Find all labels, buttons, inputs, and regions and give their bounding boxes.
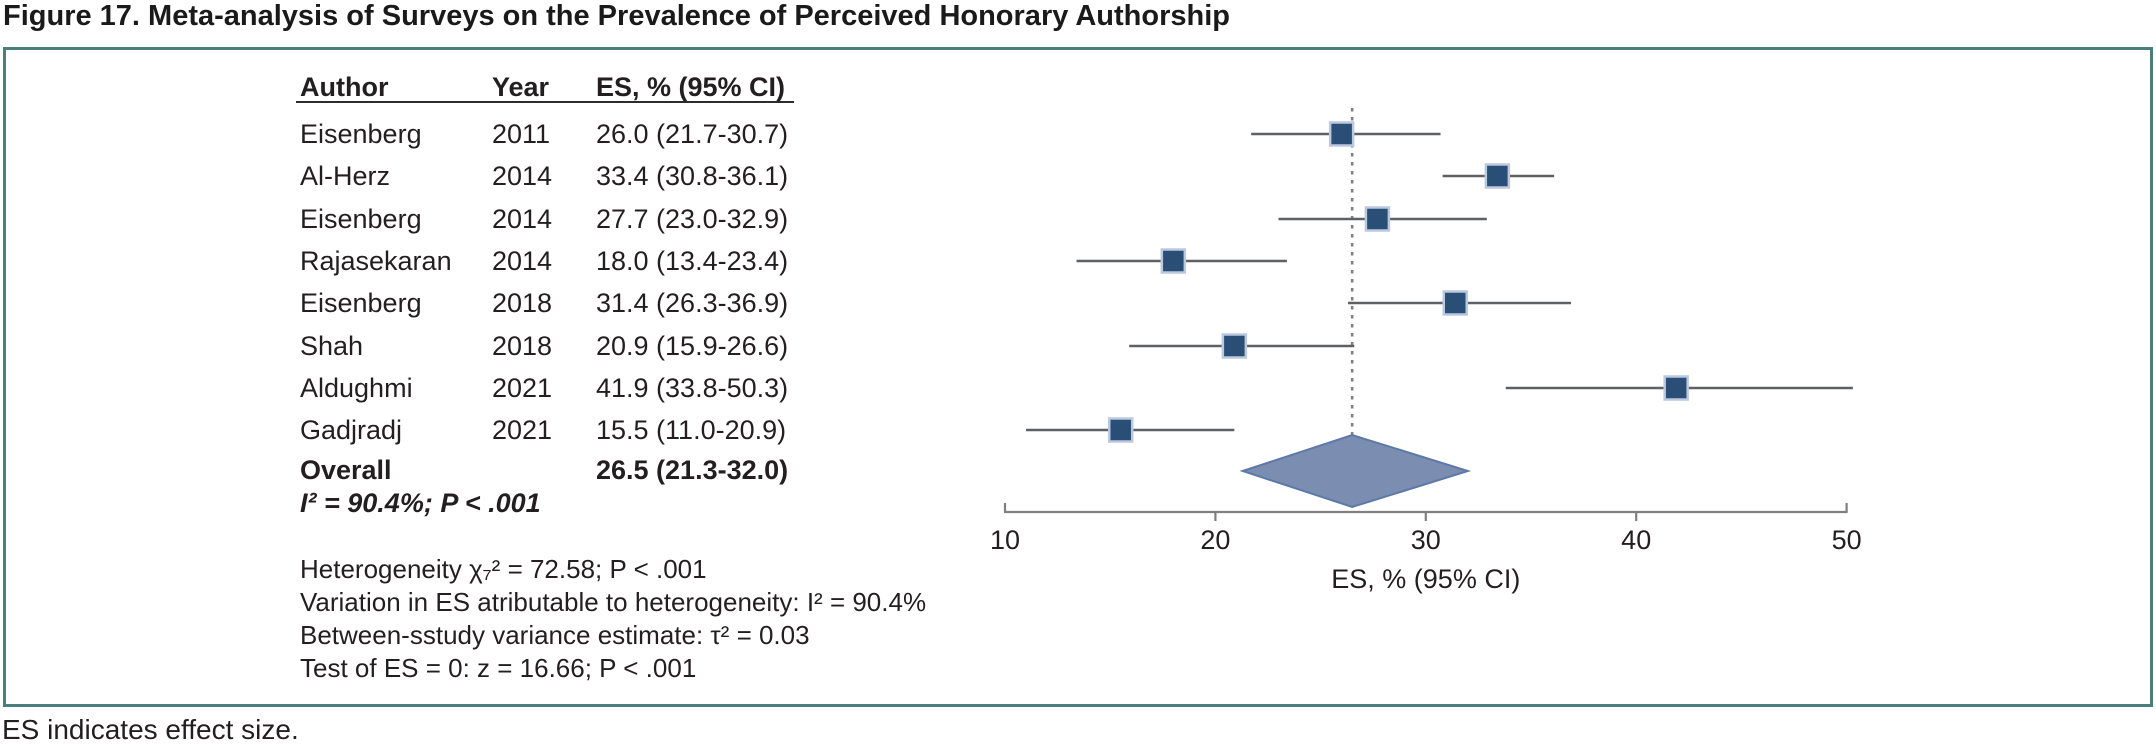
overall-label: Overall bbox=[300, 455, 392, 485]
study-year: 2014 bbox=[492, 161, 553, 191]
study-author: Gadjradj bbox=[300, 415, 403, 445]
overall-es-value: 26.5 (21.3-32.0) bbox=[596, 455, 789, 485]
col-header-es: ES, % (95% CI) bbox=[596, 72, 786, 102]
study-es: 33.4 (30.8-36.1) bbox=[596, 161, 789, 191]
study-author: Al-Herz bbox=[300, 161, 391, 191]
stats-block: Heterogeneity χ₇² = 72.58; P < .001 Varia… bbox=[300, 553, 926, 685]
study-year: 2021 bbox=[492, 373, 553, 403]
stat-line: Test of ES = 0: z = 16.66; P < .001 bbox=[300, 653, 697, 683]
study-author: Eisenberg bbox=[300, 204, 422, 234]
col-header-author: Author bbox=[300, 72, 389, 102]
tick-label: 40 bbox=[1621, 525, 1651, 555]
study-es: 20.9 (15.9-26.6) bbox=[596, 331, 789, 361]
study-marker bbox=[1663, 375, 1689, 401]
stat-line: Heterogeneity χ₇² = 72.58; P < .001 bbox=[300, 554, 707, 584]
tick-label: 50 bbox=[1832, 525, 1862, 555]
study-es: 26.0 (21.7-30.7) bbox=[596, 119, 789, 149]
study-es: 41.9 (33.8-50.3) bbox=[596, 373, 789, 403]
study-marker bbox=[1442, 290, 1469, 316]
study-author: Rajasekaran bbox=[300, 246, 452, 276]
tick-label: 10 bbox=[990, 525, 1020, 555]
study-es: 31.4 (26.3-36.9) bbox=[596, 288, 789, 318]
overall-diamond bbox=[1239, 433, 1472, 509]
col-header-year: Year bbox=[492, 72, 550, 102]
study-year: 2018 bbox=[492, 331, 553, 361]
study-marker bbox=[1160, 248, 1187, 274]
footnote: ES indicates effect size. bbox=[2, 714, 299, 745]
study-year: 2014 bbox=[492, 246, 553, 276]
study-author: Aldughmi bbox=[300, 373, 413, 403]
study-author: Eisenberg bbox=[300, 119, 422, 149]
study-author: Eisenberg bbox=[300, 288, 422, 318]
study-year: 2018 bbox=[492, 288, 553, 318]
study-es: 27.7 (23.0-32.9) bbox=[596, 204, 789, 234]
study-year: 2014 bbox=[492, 204, 553, 234]
study-year: 2021 bbox=[492, 415, 553, 445]
overall-heterogeneity: I² = 90.4%; P < .001 bbox=[300, 488, 541, 518]
study-marker bbox=[1364, 206, 1391, 232]
stat-line: Variation in ES atributable to heterogen… bbox=[300, 587, 927, 617]
figure-panel bbox=[3, 47, 2153, 707]
header-rule bbox=[296, 101, 794, 103]
study-es: 18.0 (13.4-23.4) bbox=[596, 246, 789, 276]
study-marker bbox=[1484, 163, 1511, 189]
figure-title: Figure 17. Meta-analysis of Surveys on t… bbox=[3, 0, 1230, 32]
study-marker bbox=[1107, 417, 1134, 443]
tick-label: 30 bbox=[1411, 525, 1441, 555]
study-marker bbox=[1328, 121, 1355, 147]
study-es: 15.5 (11.0-20.9) bbox=[596, 415, 787, 445]
study-author: Shah bbox=[300, 331, 364, 361]
x-axis-label: ES, % (95% CI) bbox=[1331, 564, 1520, 594]
study-marker bbox=[1221, 333, 1248, 359]
tick-label: 20 bbox=[1200, 525, 1230, 555]
stat-line: Between-sstudy variance estimate: τ² = 0… bbox=[300, 620, 810, 650]
study-year: 2011 bbox=[492, 119, 551, 149]
